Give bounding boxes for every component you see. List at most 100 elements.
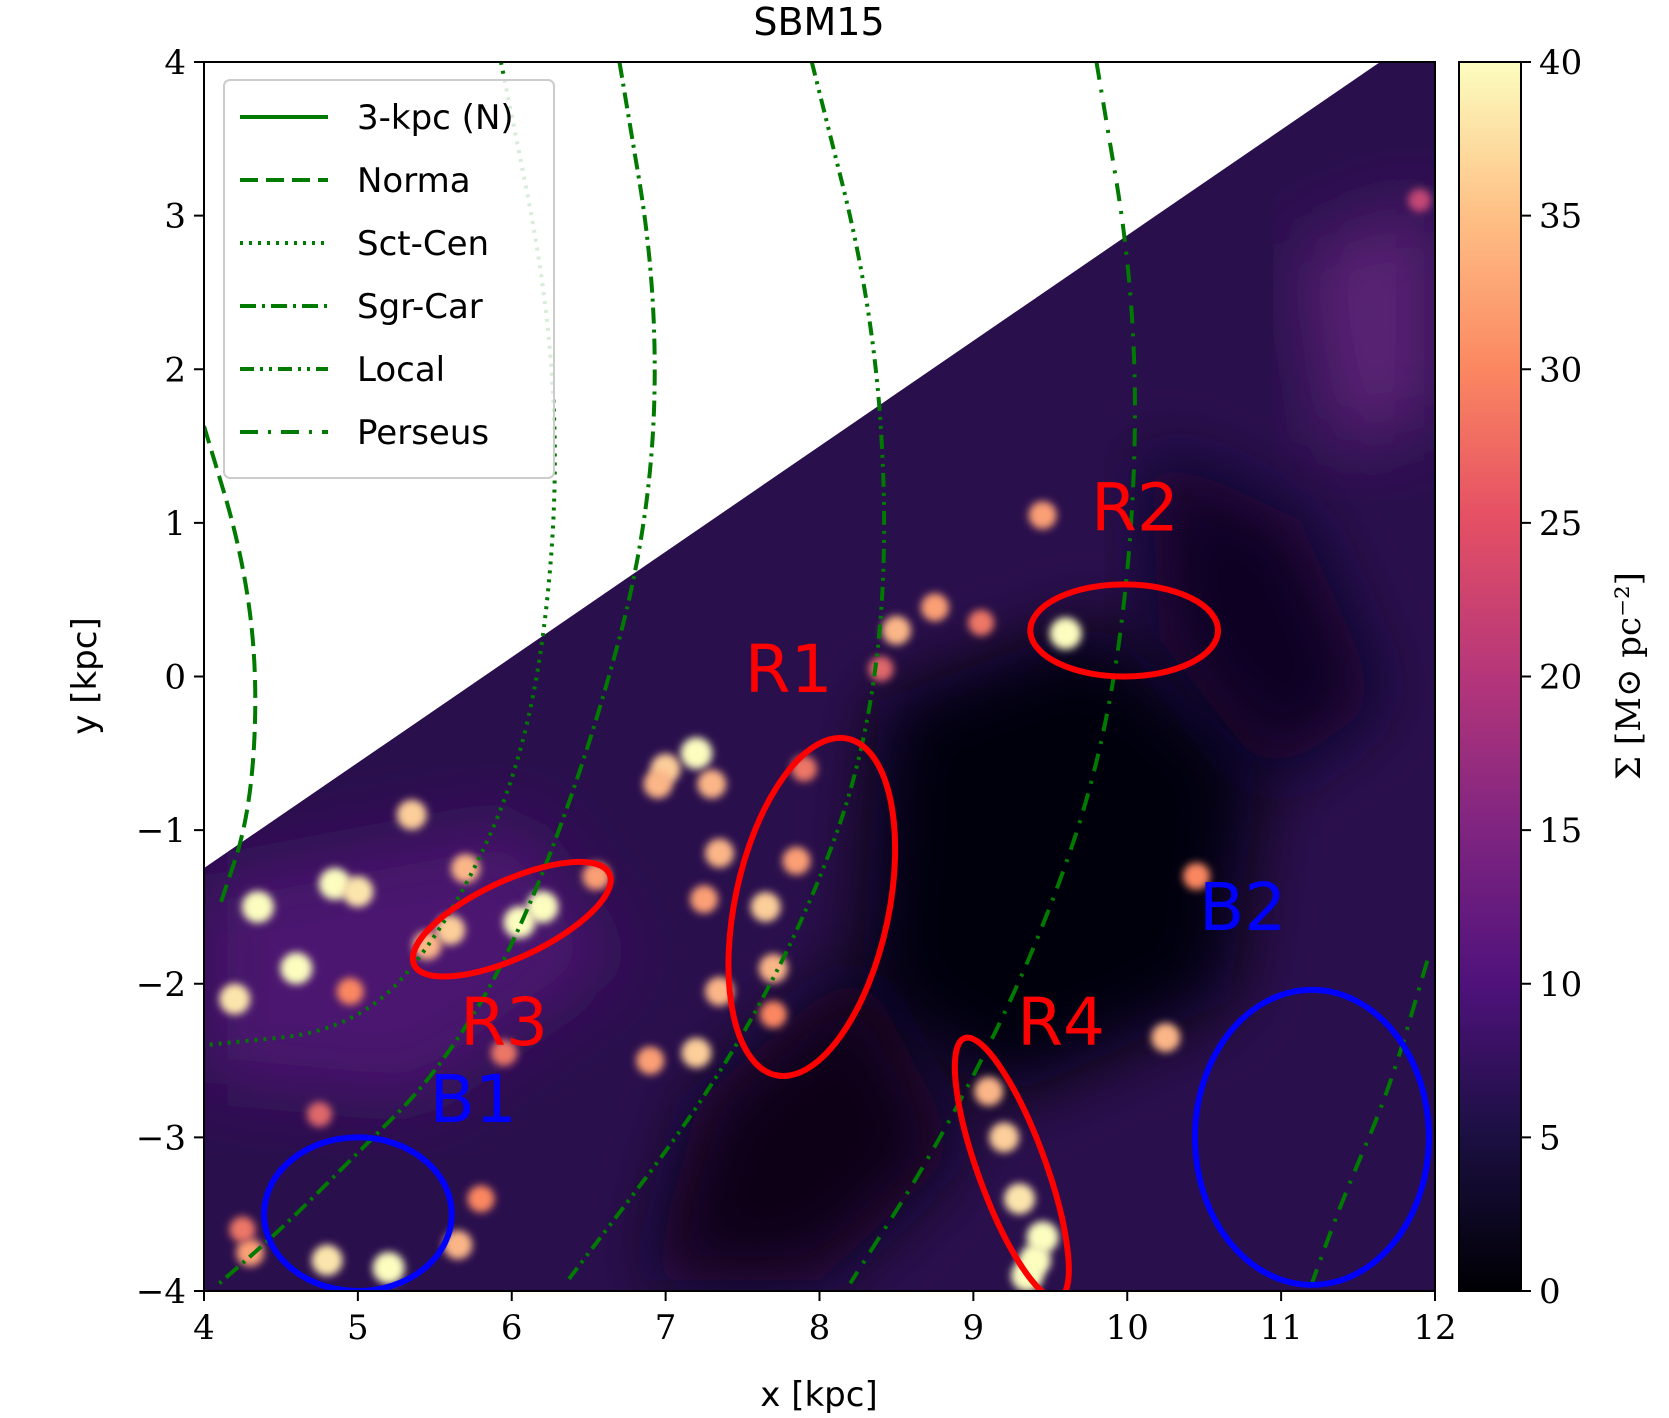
clump-31 [868,656,894,682]
y-axis-ticks: −4 −3 −2 −1 0 1 2 3 4 [136,43,204,1312]
region-labels: R1 R2 R3 R4 B1 B2 [430,470,1287,1138]
clump-19 [681,1037,712,1068]
colorbar-tick-label: 30 [1539,350,1582,390]
bright-clumps [219,188,1432,1291]
clump-43 [443,1230,473,1260]
y-tick-label: −3 [136,1118,186,1158]
x-axis-label: x [kpc] [760,1375,877,1415]
legend-label: Local [357,350,445,390]
colorbar-tick-label: 15 [1539,811,1582,851]
clump-24 [759,1000,787,1028]
arm-norma [204,425,258,908]
arm-perseus-outer [1310,960,1430,1285]
clump-48 [229,1216,256,1243]
y-tick-label: −2 [136,965,186,1005]
colorbar-tick-label: 5 [1539,1118,1561,1158]
clump-34 [1004,1183,1036,1215]
y-tick-label: −4 [136,1272,186,1312]
region-b2-label: B2 [1199,869,1286,946]
y-tick-label: 1 [164,504,186,544]
colorbar-tick-label: 25 [1539,504,1582,544]
spiral-arms [204,62,1430,1285]
x-axis-ticks: 4 5 6 7 8 9 10 11 12 [193,1291,1457,1348]
colorbar: 0 5 10 15 20 25 30 35 40 Σ [M⊙ pc⁻²] [1458,43,1649,1312]
x-tick-label: 9 [963,1308,985,1348]
clump-29 [1049,617,1082,650]
region-ellipses [261,581,1432,1291]
clump-14 [643,769,673,799]
region-r4-label: R4 [1017,984,1105,1061]
clump-21 [750,891,781,922]
colorbar-label: Σ [M⊙ pc⁻²] [1609,572,1649,780]
clump-39 [1182,862,1210,890]
clump-16 [704,838,734,868]
region-r4-ellipse [951,1034,1072,1291]
clump-44 [236,1238,265,1267]
y-tick-label: 2 [164,350,186,390]
colorbar-tick-label: 35 [1539,197,1582,237]
arm-local [564,62,887,1285]
x-tick-label: 5 [347,1308,369,1348]
region-r1-ellipse [725,734,899,1079]
density-dark-void [860,620,1260,1100]
clump-42 [372,1251,405,1284]
colorbar-tick-label: 20 [1539,658,1582,698]
colorbar-ticks: 0 5 10 15 20 25 30 35 40 [1521,43,1582,1312]
y-tick-label: 3 [164,197,186,237]
clump-41 [311,1244,343,1276]
x-tick-label: 4 [193,1308,215,1348]
x-tick-label: 11 [1259,1308,1302,1348]
clump-28 [968,609,995,636]
density-dark-void-lower [650,960,960,1280]
clump-4 [342,876,374,908]
clump-1 [280,952,313,985]
clump-17 [690,885,719,914]
surface-density-map [204,62,1435,1291]
region-r2-ellipse [1027,581,1222,680]
chart-title: SBM15 [753,0,884,44]
region-r1-label: R1 [745,631,833,708]
colorbar-tick-label: 0 [1539,1272,1561,1312]
clump-45 [467,1185,495,1213]
x-tick-label: 6 [501,1308,523,1348]
clump-49 [1408,188,1432,212]
clump-30 [1028,501,1057,530]
clump-26 [881,615,911,645]
region-b1-label: B1 [430,1061,517,1138]
arm-sgr-car [218,62,657,1285]
clump-36 [1026,1221,1059,1254]
clump-20 [636,1046,665,1075]
clump-32 [974,1076,1004,1106]
colorbar-tick-label: 10 [1539,965,1582,1005]
region-b2-ellipse [1191,986,1432,1288]
legend-label: Sgr-Car [357,287,483,327]
y-tick-label: −1 [136,811,186,851]
legend-label: Sct-Cen [357,224,489,264]
clump-38 [1151,1023,1181,1053]
clump-23 [782,846,811,875]
density-haze-right [1300,200,1435,450]
clump-47 [336,977,364,1005]
x-tick-label: 7 [655,1308,677,1348]
colorbar-gradient [1458,61,1522,1292]
region-r2-label: R2 [1091,470,1179,547]
clump-33 [989,1122,1020,1153]
legend-label: 3-kpc (N) [357,98,514,138]
clump-6 [451,854,481,884]
clump-12 [680,737,713,770]
x-tick-label: 12 [1413,1308,1456,1348]
region-r3-label: R3 [460,984,548,1061]
y-axis-label: y [kpc] [65,617,105,734]
x-tick-label: 8 [809,1308,831,1348]
arm-perseus [848,62,1137,1285]
legend: 3-kpc (N) Norma Sct-Cen Sgr-Car Local Perseus [223,79,555,479]
legend-items: 3-kpc (N) Norma Sct-Cen Sgr-Car Local Perseus [240,98,514,453]
clump-0 [241,890,274,923]
clump-2 [219,983,251,1015]
clump-40 [491,1039,518,1066]
clump-7 [526,890,559,923]
clump-27 [920,593,949,622]
region-b1-ellipse [261,1134,455,1291]
y-tick-label: 4 [164,43,186,83]
